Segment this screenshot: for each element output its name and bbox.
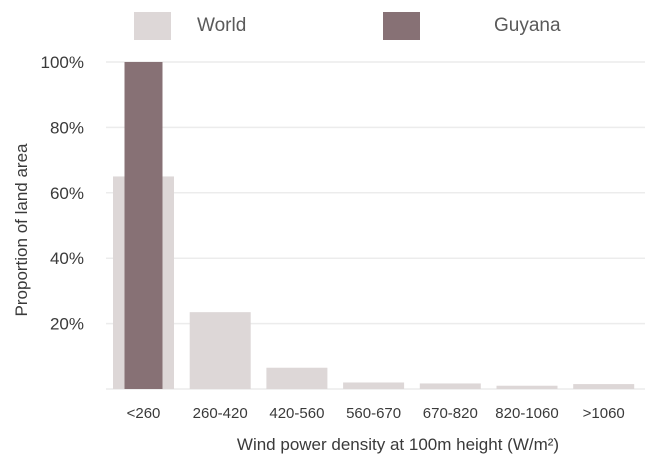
- x-tick-label: >1060: [583, 405, 625, 422]
- x-tick-label: 670-820: [423, 405, 478, 422]
- gridlines: [106, 61, 645, 390]
- y-tick-label: 100%: [41, 53, 84, 72]
- legend-label-world: World: [197, 15, 246, 36]
- legend-swatch-guyana: [383, 12, 420, 40]
- bar-guyana-0: [124, 62, 163, 389]
- bar-world-2: [266, 367, 328, 389]
- bar-world-5: [496, 385, 558, 389]
- x-axis-ticks: <260 260-420 420-560 560-670 670-820 820-1060…: [127, 405, 625, 422]
- legend-swatch-world: [134, 12, 171, 40]
- bar-world-3: [343, 382, 405, 389]
- y-tick-label: 20%: [50, 315, 84, 334]
- x-tick-label: 560-670: [346, 405, 401, 422]
- y-tick-label: 80%: [50, 118, 84, 137]
- y-tick-label: 40%: [50, 249, 84, 268]
- bars: [113, 62, 635, 389]
- y-axis-ticks: 20% 40% 60% 80% 100%: [41, 53, 84, 334]
- y-axis-title: Proportion of land area: [12, 143, 31, 316]
- x-tick-label: 260-420: [193, 405, 248, 422]
- legend-label-guyana: Guyana: [494, 15, 561, 36]
- bar-world-6: [573, 384, 635, 389]
- x-tick-label: 420-560: [269, 405, 324, 422]
- x-tick-label: 820-1060: [495, 405, 558, 422]
- x-tick-label: <260: [127, 405, 161, 422]
- y-tick-label: 60%: [50, 184, 84, 203]
- bar-world-1: [189, 312, 251, 389]
- bar-world-4: [419, 383, 481, 389]
- legend: World Guyana: [134, 12, 561, 40]
- x-axis-title: Wind power density at 100m height (W/m²): [237, 435, 559, 454]
